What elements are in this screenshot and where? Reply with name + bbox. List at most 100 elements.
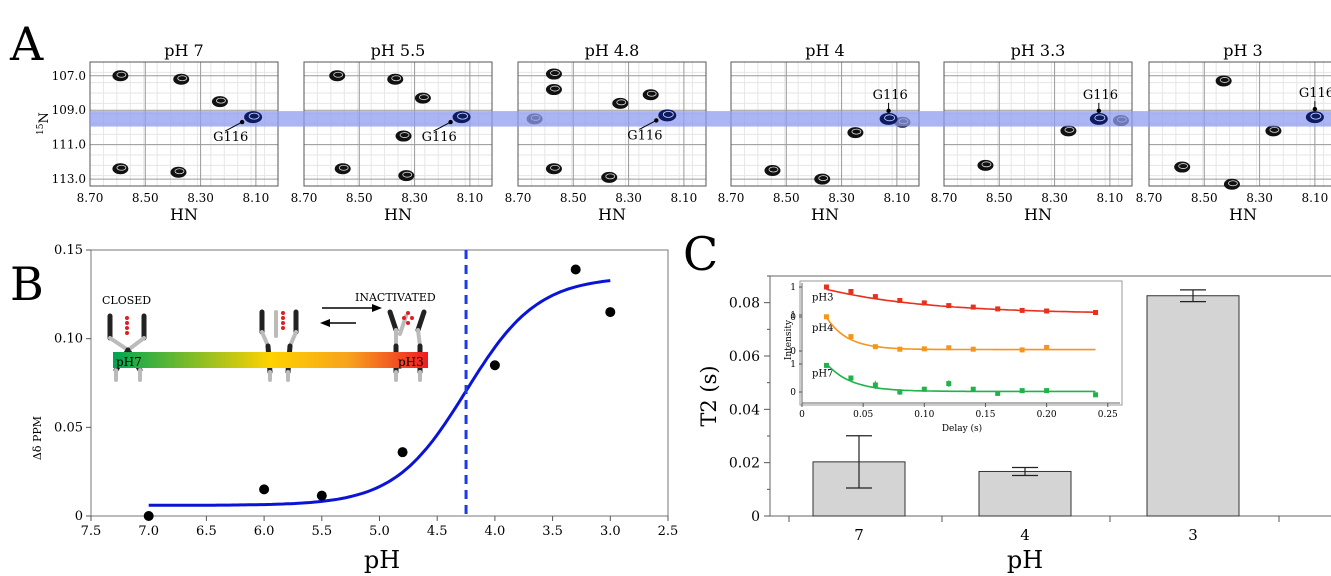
inset-data-point bbox=[970, 304, 976, 310]
x-tick-label: 8.50 bbox=[560, 191, 587, 205]
x-tick-label: 8.10 bbox=[671, 191, 698, 205]
x-tick-label: 4 bbox=[1020, 526, 1030, 544]
x-tick-label: 3.5 bbox=[542, 524, 563, 539]
y-tick-label: 0.10 bbox=[54, 332, 83, 347]
x-tick-label: 8.50 bbox=[1191, 191, 1218, 205]
inset-data-point bbox=[823, 362, 829, 368]
panel-b-ylabel: Δδ PPM bbox=[31, 416, 44, 460]
inset-fit-line bbox=[826, 288, 1096, 314]
y-tick-label: 0.15 bbox=[54, 243, 83, 258]
data-point bbox=[605, 307, 616, 318]
spectrum-panel: pH 3.3 8.70 8.50 8.30 8.10 HN bbox=[931, 41, 1133, 224]
inset-series-label: pH3 bbox=[812, 293, 833, 304]
x-tick-label: 7.0 bbox=[138, 524, 159, 539]
peak-contour bbox=[550, 85, 560, 92]
peak-contour bbox=[116, 164, 127, 171]
inset-xlabel: Delay (s) bbox=[942, 423, 982, 434]
x-tick-label: 8.70 bbox=[505, 191, 532, 205]
g116-arrow bbox=[433, 121, 451, 132]
bar bbox=[1146, 295, 1240, 517]
spectrum-panel: pH 5.5 8.70 8.50 8.30 8.10 HN bbox=[291, 41, 493, 224]
x-tick-label: 8.30 bbox=[615, 191, 642, 205]
inset-series-label: pH7 bbox=[812, 369, 833, 380]
spectrum-title: pH 5.5 bbox=[371, 41, 426, 60]
inset-data-point bbox=[995, 306, 1001, 312]
g116-peak-contour bbox=[884, 114, 895, 122]
x-tick-label: 8.70 bbox=[1136, 191, 1163, 205]
panel-b-xlabel: pH bbox=[364, 546, 400, 574]
inset-y-tick-label: 1 bbox=[790, 360, 796, 370]
panel-a-spectra: pH 7 8.70 8.50 8.30 8.10 HN pH 5.5 8.70 8.50 8.30… bbox=[52, 41, 1331, 224]
inset-data-point bbox=[1019, 307, 1025, 313]
peak-contour bbox=[550, 70, 560, 76]
inset-y-tick-label: 0 bbox=[790, 313, 796, 323]
peak-contour bbox=[851, 128, 862, 135]
inset-data-point bbox=[848, 289, 854, 294]
inset-frame bbox=[799, 280, 1123, 406]
g116-label: G116 bbox=[627, 128, 662, 143]
arrow-back-head bbox=[320, 319, 330, 327]
inset-data-point bbox=[872, 294, 878, 300]
g116-arrow-head bbox=[1312, 106, 1318, 112]
inset-x-tick-label: 0.20 bbox=[1037, 410, 1057, 420]
peak-contour bbox=[333, 71, 344, 78]
plot-frame bbox=[90, 249, 669, 517]
inset-data-point bbox=[1044, 388, 1050, 394]
inset-data-point bbox=[970, 346, 976, 352]
g116-highlight-band bbox=[90, 111, 1331, 127]
spectrum-panel: pH 4 8.70 8.50 8.30 8.10 HN bbox=[718, 41, 920, 224]
x-tick-label: 8.30 bbox=[828, 191, 855, 205]
spectrum-title: pH 3.3 bbox=[1011, 41, 1066, 60]
spectrum-title: pH 3 bbox=[1223, 41, 1262, 60]
inset-y-tick-label: 0 bbox=[790, 388, 796, 398]
x-tick-label: 8.50 bbox=[132, 191, 159, 205]
y-tick-label: 0.04 bbox=[729, 402, 760, 418]
x-axis-label: HN bbox=[384, 205, 412, 224]
g116-peak-contour bbox=[1310, 112, 1322, 120]
peak-contour bbox=[1064, 126, 1075, 133]
x-tick-label: 2.5 bbox=[658, 524, 679, 539]
panel-a-ylabel: 15N bbox=[36, 112, 52, 135]
x-tick-label: 8.30 bbox=[1246, 191, 1273, 205]
peak-contour bbox=[402, 171, 413, 178]
peak-contour bbox=[391, 75, 402, 82]
g116-arrow-head bbox=[1096, 108, 1102, 114]
y-tick-label: 109.0 bbox=[52, 103, 86, 117]
y-tick-label: 0.05 bbox=[54, 420, 83, 435]
peak-contour bbox=[418, 94, 429, 101]
inset-data-point bbox=[946, 303, 952, 309]
inset-data-point bbox=[995, 390, 1001, 396]
inset-x-tick-label: 0 bbox=[799, 410, 805, 420]
panel-letter-b: B bbox=[10, 257, 44, 311]
x-tick-label: 8.50 bbox=[986, 191, 1013, 205]
peak-contour bbox=[818, 175, 829, 182]
spectrum-title: pH 4.8 bbox=[585, 41, 640, 60]
g116-peak-contour bbox=[662, 110, 674, 118]
y-tick-label: 113.0 bbox=[52, 172, 86, 186]
inset-data-point bbox=[1093, 392, 1099, 398]
x-tick-label: 7 bbox=[854, 526, 864, 544]
y-tick-label: 111.0 bbox=[52, 138, 86, 152]
peak-contour bbox=[177, 75, 188, 82]
g116-peak-contour bbox=[1094, 114, 1106, 122]
inset-data-point bbox=[921, 346, 927, 352]
spectrum-title: pH 7 bbox=[164, 41, 203, 60]
x-tick-label: 3.0 bbox=[600, 524, 621, 539]
x-tick-label: 4.0 bbox=[485, 524, 506, 539]
inset-y-tick-label: 1 bbox=[790, 283, 796, 293]
x-tick-label: 3 bbox=[1188, 526, 1198, 544]
inset-data-point bbox=[946, 381, 952, 387]
panel-c-xlabel: pH bbox=[1007, 546, 1043, 574]
x-axis-label: HN bbox=[598, 205, 626, 224]
x-tick-label: 7.5 bbox=[81, 524, 102, 539]
g116-arrow-head bbox=[448, 119, 453, 125]
ph-gradient-bar bbox=[113, 352, 428, 368]
y-tick-label: 107.0 bbox=[52, 69, 86, 83]
x-tick-label: 8.70 bbox=[931, 191, 958, 205]
panel-b-titration-plot: 7.5 7.0 6.5 6.0 5.5 5.0 4.5 4.0 3.5 3.0 2.5 0 0.05 0.… bbox=[54, 243, 678, 539]
inset-series-label: pH4 bbox=[812, 323, 833, 334]
g116-arrow bbox=[639, 119, 657, 130]
x-tick-label: 5.0 bbox=[369, 524, 390, 539]
inactivated-channel-icon bbox=[387, 309, 427, 382]
